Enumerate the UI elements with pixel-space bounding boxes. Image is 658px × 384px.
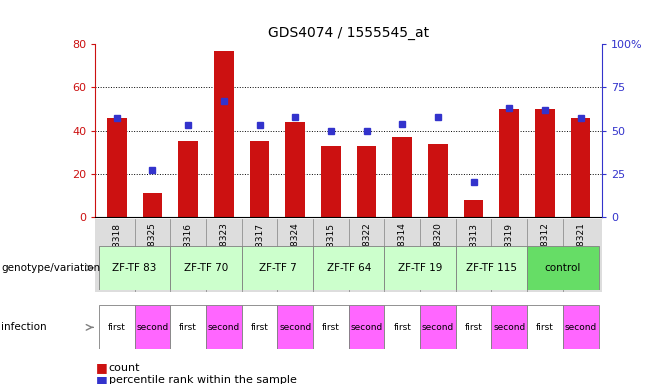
Text: ZF-TF 83: ZF-TF 83 — [113, 263, 157, 273]
Text: second: second — [208, 323, 240, 332]
Text: ZF-TF 19: ZF-TF 19 — [398, 263, 442, 273]
Bar — [241, 305, 278, 349]
Text: ZF-TF 115: ZF-TF 115 — [466, 263, 517, 273]
Bar — [464, 200, 484, 217]
Bar — [456, 305, 492, 349]
Text: GSM678325: GSM678325 — [148, 223, 157, 277]
Bar — [420, 305, 456, 349]
Text: first: first — [179, 323, 197, 332]
Bar — [563, 305, 599, 349]
Text: percentile rank within the sample: percentile rank within the sample — [109, 375, 297, 384]
Bar — [527, 246, 599, 290]
Bar — [214, 51, 234, 217]
Bar — [313, 305, 349, 349]
Text: first: first — [322, 323, 340, 332]
Text: second: second — [422, 323, 454, 332]
Bar — [384, 305, 420, 349]
Text: GSM678317: GSM678317 — [255, 223, 264, 278]
Text: first: first — [251, 323, 268, 332]
Bar — [313, 246, 384, 290]
Text: control: control — [545, 263, 581, 273]
Text: first: first — [465, 323, 482, 332]
Text: GSM678320: GSM678320 — [434, 223, 442, 277]
Text: infection: infection — [1, 322, 47, 332]
Text: ■: ■ — [95, 361, 107, 374]
Text: GSM678313: GSM678313 — [469, 223, 478, 278]
Text: count: count — [109, 363, 140, 373]
Bar — [286, 122, 305, 217]
Bar — [178, 141, 198, 217]
Bar — [241, 246, 313, 290]
Text: ZF-TF 64: ZF-TF 64 — [326, 263, 371, 273]
Text: GSM678321: GSM678321 — [576, 223, 585, 277]
Bar — [392, 137, 412, 217]
Bar — [499, 109, 519, 217]
Bar — [170, 305, 206, 349]
Bar — [428, 144, 447, 217]
Bar — [99, 246, 170, 290]
Bar — [278, 305, 313, 349]
Bar — [492, 305, 527, 349]
Bar — [135, 305, 170, 349]
Text: GSM678319: GSM678319 — [505, 223, 514, 278]
Text: genotype/variation: genotype/variation — [1, 263, 101, 273]
Bar — [571, 118, 590, 217]
Text: GSM678314: GSM678314 — [397, 223, 407, 277]
Text: second: second — [565, 323, 597, 332]
Bar — [349, 305, 384, 349]
Text: first: first — [393, 323, 411, 332]
Text: ■: ■ — [95, 374, 107, 384]
Text: GSM678322: GSM678322 — [362, 223, 371, 277]
Text: second: second — [136, 323, 168, 332]
Bar — [250, 141, 269, 217]
Text: GSM678312: GSM678312 — [540, 223, 549, 277]
Bar — [456, 246, 527, 290]
Text: first: first — [108, 323, 126, 332]
Bar — [107, 118, 126, 217]
Text: GSM678324: GSM678324 — [291, 223, 300, 277]
Text: second: second — [279, 323, 311, 332]
Text: GSM678318: GSM678318 — [113, 223, 121, 278]
Bar — [384, 246, 456, 290]
Text: GSM678316: GSM678316 — [184, 223, 193, 278]
Text: second: second — [351, 323, 383, 332]
Title: GDS4074 / 1555545_at: GDS4074 / 1555545_at — [268, 26, 429, 40]
Text: ZF-TF 7: ZF-TF 7 — [259, 263, 296, 273]
Bar — [170, 246, 241, 290]
Text: second: second — [494, 323, 526, 332]
Bar — [527, 305, 563, 349]
Text: GSM678315: GSM678315 — [326, 223, 336, 278]
Bar — [143, 193, 163, 217]
Text: GSM678323: GSM678323 — [219, 223, 228, 277]
Bar — [206, 305, 241, 349]
Bar — [321, 146, 341, 217]
Bar — [535, 109, 555, 217]
Text: first: first — [536, 323, 554, 332]
Bar — [99, 305, 135, 349]
Text: ZF-TF 70: ZF-TF 70 — [184, 263, 228, 273]
Bar — [357, 146, 376, 217]
